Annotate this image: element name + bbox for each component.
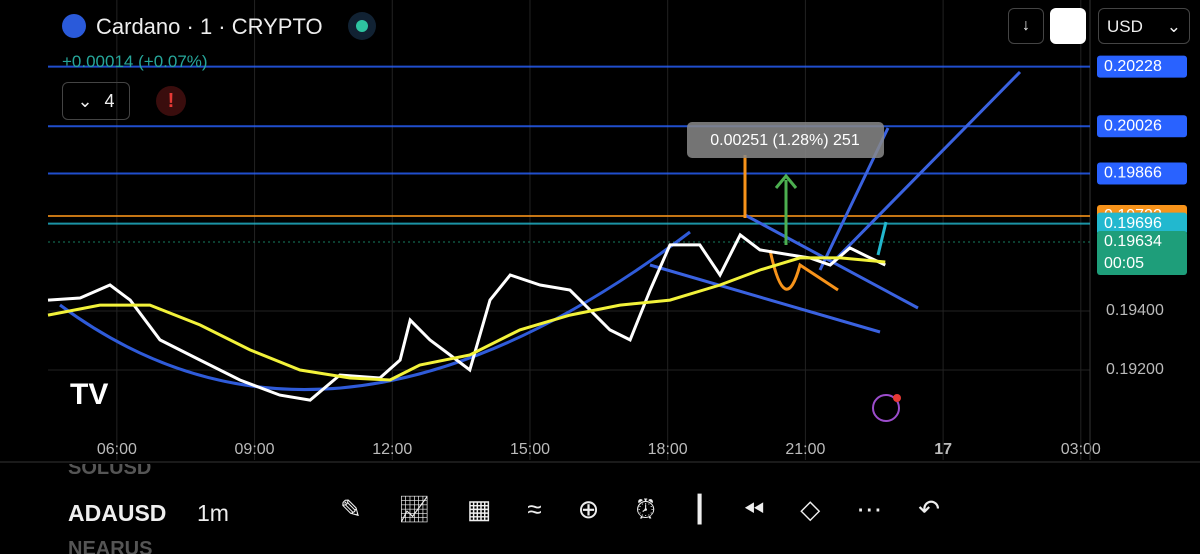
interval[interactable]: 1m: [197, 500, 229, 526]
layout-tool[interactable]: ▦: [466, 494, 492, 524]
tv-logo: TV: [70, 378, 108, 411]
status: [348, 12, 376, 40]
price-tag-label: 0.20026: [1104, 118, 1162, 135]
undo-tool[interactable]: ↶: [918, 494, 941, 524]
trend-line: [649, 263, 881, 334]
error-icon[interactable]: !: [156, 86, 186, 116]
measure-label: 0.00251 (1.28%) 251: [710, 132, 860, 149]
toolbar: ✎ 📈︎ ▦ ≈ ⊕ ⏰︎ ┃ ⏪︎ ◇ ⋯ ↶: [340, 494, 940, 526]
symbol-next[interactable]: NEARUS: [68, 538, 153, 554]
arrow: [774, 173, 798, 245]
price-line-series: [47, 232, 886, 402]
price-tag-label: 0.19696: [1104, 215, 1162, 232]
alert-tool[interactable]: ⏰︎: [635, 494, 656, 524]
alert-dot: [893, 394, 901, 402]
price-tag: [1097, 230, 1187, 275]
alert-icon[interactable]: [872, 394, 900, 422]
measure-box: [687, 122, 884, 158]
trend-line: [828, 70, 1022, 267]
compare-tool[interactable]: ≈: [527, 494, 542, 524]
x-tick-label: 09:00: [235, 441, 275, 458]
price-tag-label: 0.19634: [1104, 233, 1162, 250]
replay-tool[interactable]: ⏪︎: [743, 494, 765, 524]
currency-select[interactable]: USD ⌄: [1098, 8, 1190, 44]
countdown: 00:05: [1104, 255, 1144, 272]
y-tick-label: 0.19400: [1106, 302, 1164, 319]
toolbar-bg: [0, 462, 1200, 554]
layers-tool[interactable]: ◇: [800, 494, 821, 524]
symbol-title[interactable]: Cardano · 1 · CRYPTO: [96, 14, 323, 39]
price-tag: [1097, 55, 1187, 78]
x-tick-label: 03:00: [1061, 441, 1101, 458]
x-tick-label: 17: [934, 441, 952, 458]
price-tag-label: 0.20228: [1104, 58, 1162, 75]
price-change: +0.00014 (+0.07%): [62, 52, 208, 71]
price-tag: [1097, 212, 1187, 235]
coin-icon: [62, 14, 86, 38]
arc-drawing: [59, 230, 691, 392]
drawings: [59, 70, 1022, 392]
draw-tool[interactable]: ✎: [340, 494, 362, 524]
x-tick-label: 21:00: [785, 441, 825, 458]
fullscreen-button[interactable]: [1050, 8, 1086, 44]
add-tool[interactable]: ⊕: [577, 494, 600, 524]
x-tick-label: 06:00: [97, 441, 137, 458]
price-tag-label: 0.19866: [1104, 165, 1162, 182]
more-tool[interactable]: ⋯: [856, 494, 883, 524]
symbol-prev[interactable]: SOLUSD: [68, 464, 152, 479]
download-button[interactable]: ↓: [1008, 8, 1044, 44]
x-tick-label: 15:00: [510, 441, 550, 458]
symbol-current[interactable]: ADAUSD: [68, 500, 167, 526]
trend-line: [876, 221, 888, 256]
indicators-toggle[interactable]: ⌄ 4: [62, 82, 130, 120]
x-tick-label: 18:00: [648, 441, 688, 458]
x-tick-label: 12:00: [372, 441, 412, 458]
chart-type-tool[interactable]: ┃: [691, 494, 708, 524]
indicators-tool[interactable]: 📈︎: [397, 494, 431, 524]
price-tag: [1097, 115, 1187, 138]
currency: USD: [1107, 17, 1143, 36]
price-tag: [1097, 162, 1187, 185]
y-tick-label: 0.19200: [1106, 361, 1164, 378]
indicator-count: 4: [104, 90, 115, 111]
price-line-series: [47, 256, 886, 382]
